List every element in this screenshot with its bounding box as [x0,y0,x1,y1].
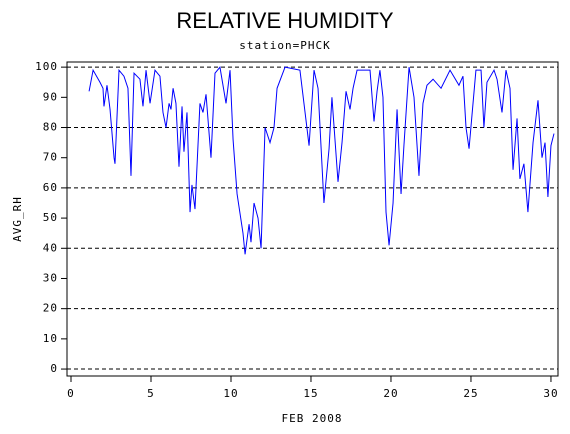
y-tick-label: 10 [43,332,58,345]
plot-frame [66,61,559,377]
y-tick-label: 50 [43,211,58,224]
y-axis-label: AVG_RH [11,196,24,242]
chart-title: RELATIVE HUMIDITY [176,8,394,33]
y-tick-label: 70 [43,151,58,164]
data-line [88,65,555,255]
y-tick-label: 90 [43,90,58,103]
x-tick-label: 25 [463,387,478,400]
x-tick-label: 10 [223,387,238,400]
y-tick-label: 40 [43,241,58,254]
y-tick-label: 30 [43,271,58,284]
x-tick-label: 0 [67,387,75,400]
x-tick-label: 20 [383,387,398,400]
y-tick-label: 0 [50,362,58,375]
y-tick-label: 80 [43,121,58,134]
y-tick-label: 100 [35,60,58,73]
x-tick-label: 5 [147,387,155,400]
x-axis-label: FEB 2008 [282,412,343,425]
x-tick-label: 15 [303,387,318,400]
y-tick-label: 20 [43,302,58,315]
y-tick-label: 60 [43,181,58,194]
x-tick-label: 30 [543,387,558,400]
chart-subtitle: station=PHCK [239,39,330,52]
